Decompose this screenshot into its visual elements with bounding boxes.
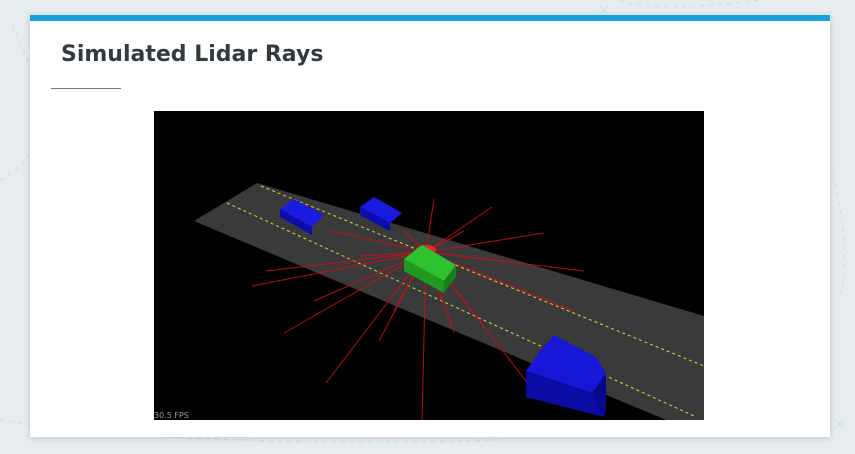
- accent-bar: [30, 15, 830, 21]
- lane-line-lower: [226, 202, 695, 417]
- road-surface: [194, 183, 704, 420]
- ego-vehicle: [404, 245, 456, 293]
- lane-line-upper: [260, 185, 704, 367]
- slide-card: Simulated Lidar Rays: [30, 15, 830, 437]
- lidar-simulation-viewport: 30.5 FPS: [154, 111, 704, 420]
- title-underline: [51, 88, 121, 89]
- blue-vehicle-far-left: [280, 199, 324, 235]
- fps-counter: 30.5 FPS: [154, 411, 189, 420]
- slide-title: Simulated Lidar Rays: [61, 42, 324, 67]
- blue-vehicle-far-right: [360, 197, 402, 231]
- blue-vehicle-near: [526, 335, 606, 417]
- simulation-render: [194, 183, 704, 420]
